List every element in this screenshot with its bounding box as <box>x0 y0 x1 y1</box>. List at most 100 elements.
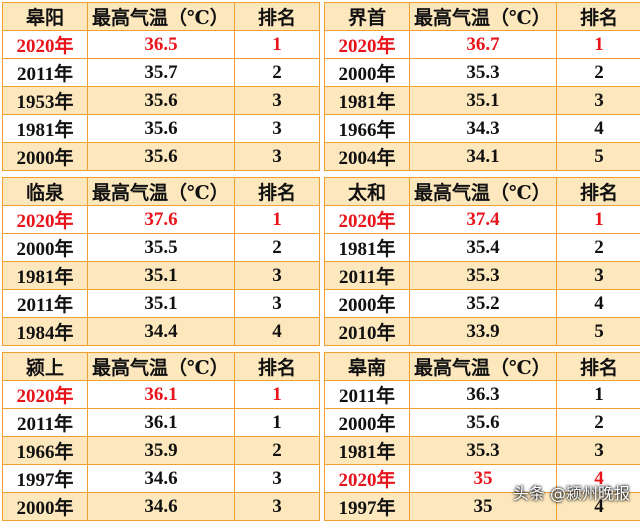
data-cell: 1 <box>557 381 640 409</box>
data-cell: 2 <box>557 409 640 437</box>
data-cell: 4 <box>557 290 640 318</box>
data-cell: 2011年 <box>3 59 88 87</box>
data-cell: 3 <box>235 115 320 143</box>
data-cell: 1981年 <box>325 234 410 262</box>
data-cell: 2000年 <box>3 143 88 171</box>
header-row: 界首最高气温（℃）排名 <box>325 3 640 31</box>
data-cell: 36.5 <box>88 31 235 59</box>
data-cell: 2 <box>235 437 320 465</box>
data-cell: 35.3 <box>410 437 557 465</box>
header-cell: 皋阳 <box>3 3 88 31</box>
data-cell: 36.3 <box>410 381 557 409</box>
header-cell: 最高气温（℃） <box>410 353 557 381</box>
data-cell: 35.1 <box>88 290 235 318</box>
data-cell: 37.4 <box>410 206 557 234</box>
data-cell: 36.1 <box>88 381 235 409</box>
data-cell: 3 <box>235 262 320 290</box>
header-row: 皋阳最高气温（℃）排名 <box>3 3 320 31</box>
data-cell: 2011年 <box>3 290 88 318</box>
header-cell: 临泉 <box>3 178 88 206</box>
data-cell: 36.7 <box>410 31 557 59</box>
data-cell: 1 <box>557 206 640 234</box>
data-cell: 1997年 <box>325 493 410 521</box>
data-cell: 2011年 <box>325 381 410 409</box>
data-cell: 34.1 <box>410 143 557 171</box>
data-cell: 1981年 <box>3 262 88 290</box>
data-cell: 2020年 <box>3 381 88 409</box>
header-cell: 最高气温（℃） <box>88 178 235 206</box>
header-cell: 太和 <box>325 178 410 206</box>
header-row: 临泉最高气温（℃）排名 <box>3 178 320 206</box>
watermark: 头条 @颍州晚报 <box>513 480 630 504</box>
data-cell: 3 <box>557 437 640 465</box>
data-cell: 3 <box>557 262 640 290</box>
data-cell: 1953年 <box>3 87 88 115</box>
data-cell: 5 <box>557 318 640 346</box>
data-cell: 35.7 <box>88 59 235 87</box>
data-cell: 1997年 <box>3 465 88 493</box>
data-cell: 35.4 <box>410 234 557 262</box>
header-cell: 排名 <box>557 178 640 206</box>
data-cell: 2000年 <box>325 409 410 437</box>
data-cell: 2 <box>557 234 640 262</box>
data-cell: 34.6 <box>88 465 235 493</box>
data-cell: 35.2 <box>410 290 557 318</box>
header-row: 皋南最高气温（℃）排名 <box>325 353 640 381</box>
data-cell: 34.3 <box>410 115 557 143</box>
data-cell: 4 <box>557 115 640 143</box>
data-cell: 2020年 <box>3 206 88 234</box>
data-cell: 3 <box>235 290 320 318</box>
data-cell: 2 <box>235 234 320 262</box>
data-cell: 2020年 <box>325 465 410 493</box>
data-cell: 4 <box>235 318 320 346</box>
data-cell: 36.1 <box>88 409 235 437</box>
header-cell: 最高气温（℃） <box>410 178 557 206</box>
header-cell: 排名 <box>557 3 640 31</box>
header-row: 太和最高气温（℃）排名 <box>325 178 640 206</box>
data-cell: 37.6 <box>88 206 235 234</box>
header-cell: 排名 <box>557 353 640 381</box>
header-row: 颍上最高气温（℃）排名 <box>3 353 320 381</box>
data-cell: 1981年 <box>3 115 88 143</box>
data-cell: 3 <box>557 87 640 115</box>
header-cell: 颍上 <box>3 353 88 381</box>
data-cell: 1 <box>557 31 640 59</box>
header-cell: 最高气温（℃） <box>88 353 235 381</box>
data-cell: 3 <box>235 493 320 521</box>
data-cell: 1 <box>235 31 320 59</box>
data-cell: 2020年 <box>325 206 410 234</box>
data-cell: 1966年 <box>3 437 88 465</box>
data-cell: 3 <box>235 143 320 171</box>
data-cell: 2020年 <box>325 31 410 59</box>
header-cell: 界首 <box>325 3 410 31</box>
data-cell: 1981年 <box>325 87 410 115</box>
data-cell: 35.6 <box>88 143 235 171</box>
data-cell: 1 <box>235 206 320 234</box>
data-cell: 35.6 <box>88 87 235 115</box>
data-cell: 35.9 <box>88 437 235 465</box>
